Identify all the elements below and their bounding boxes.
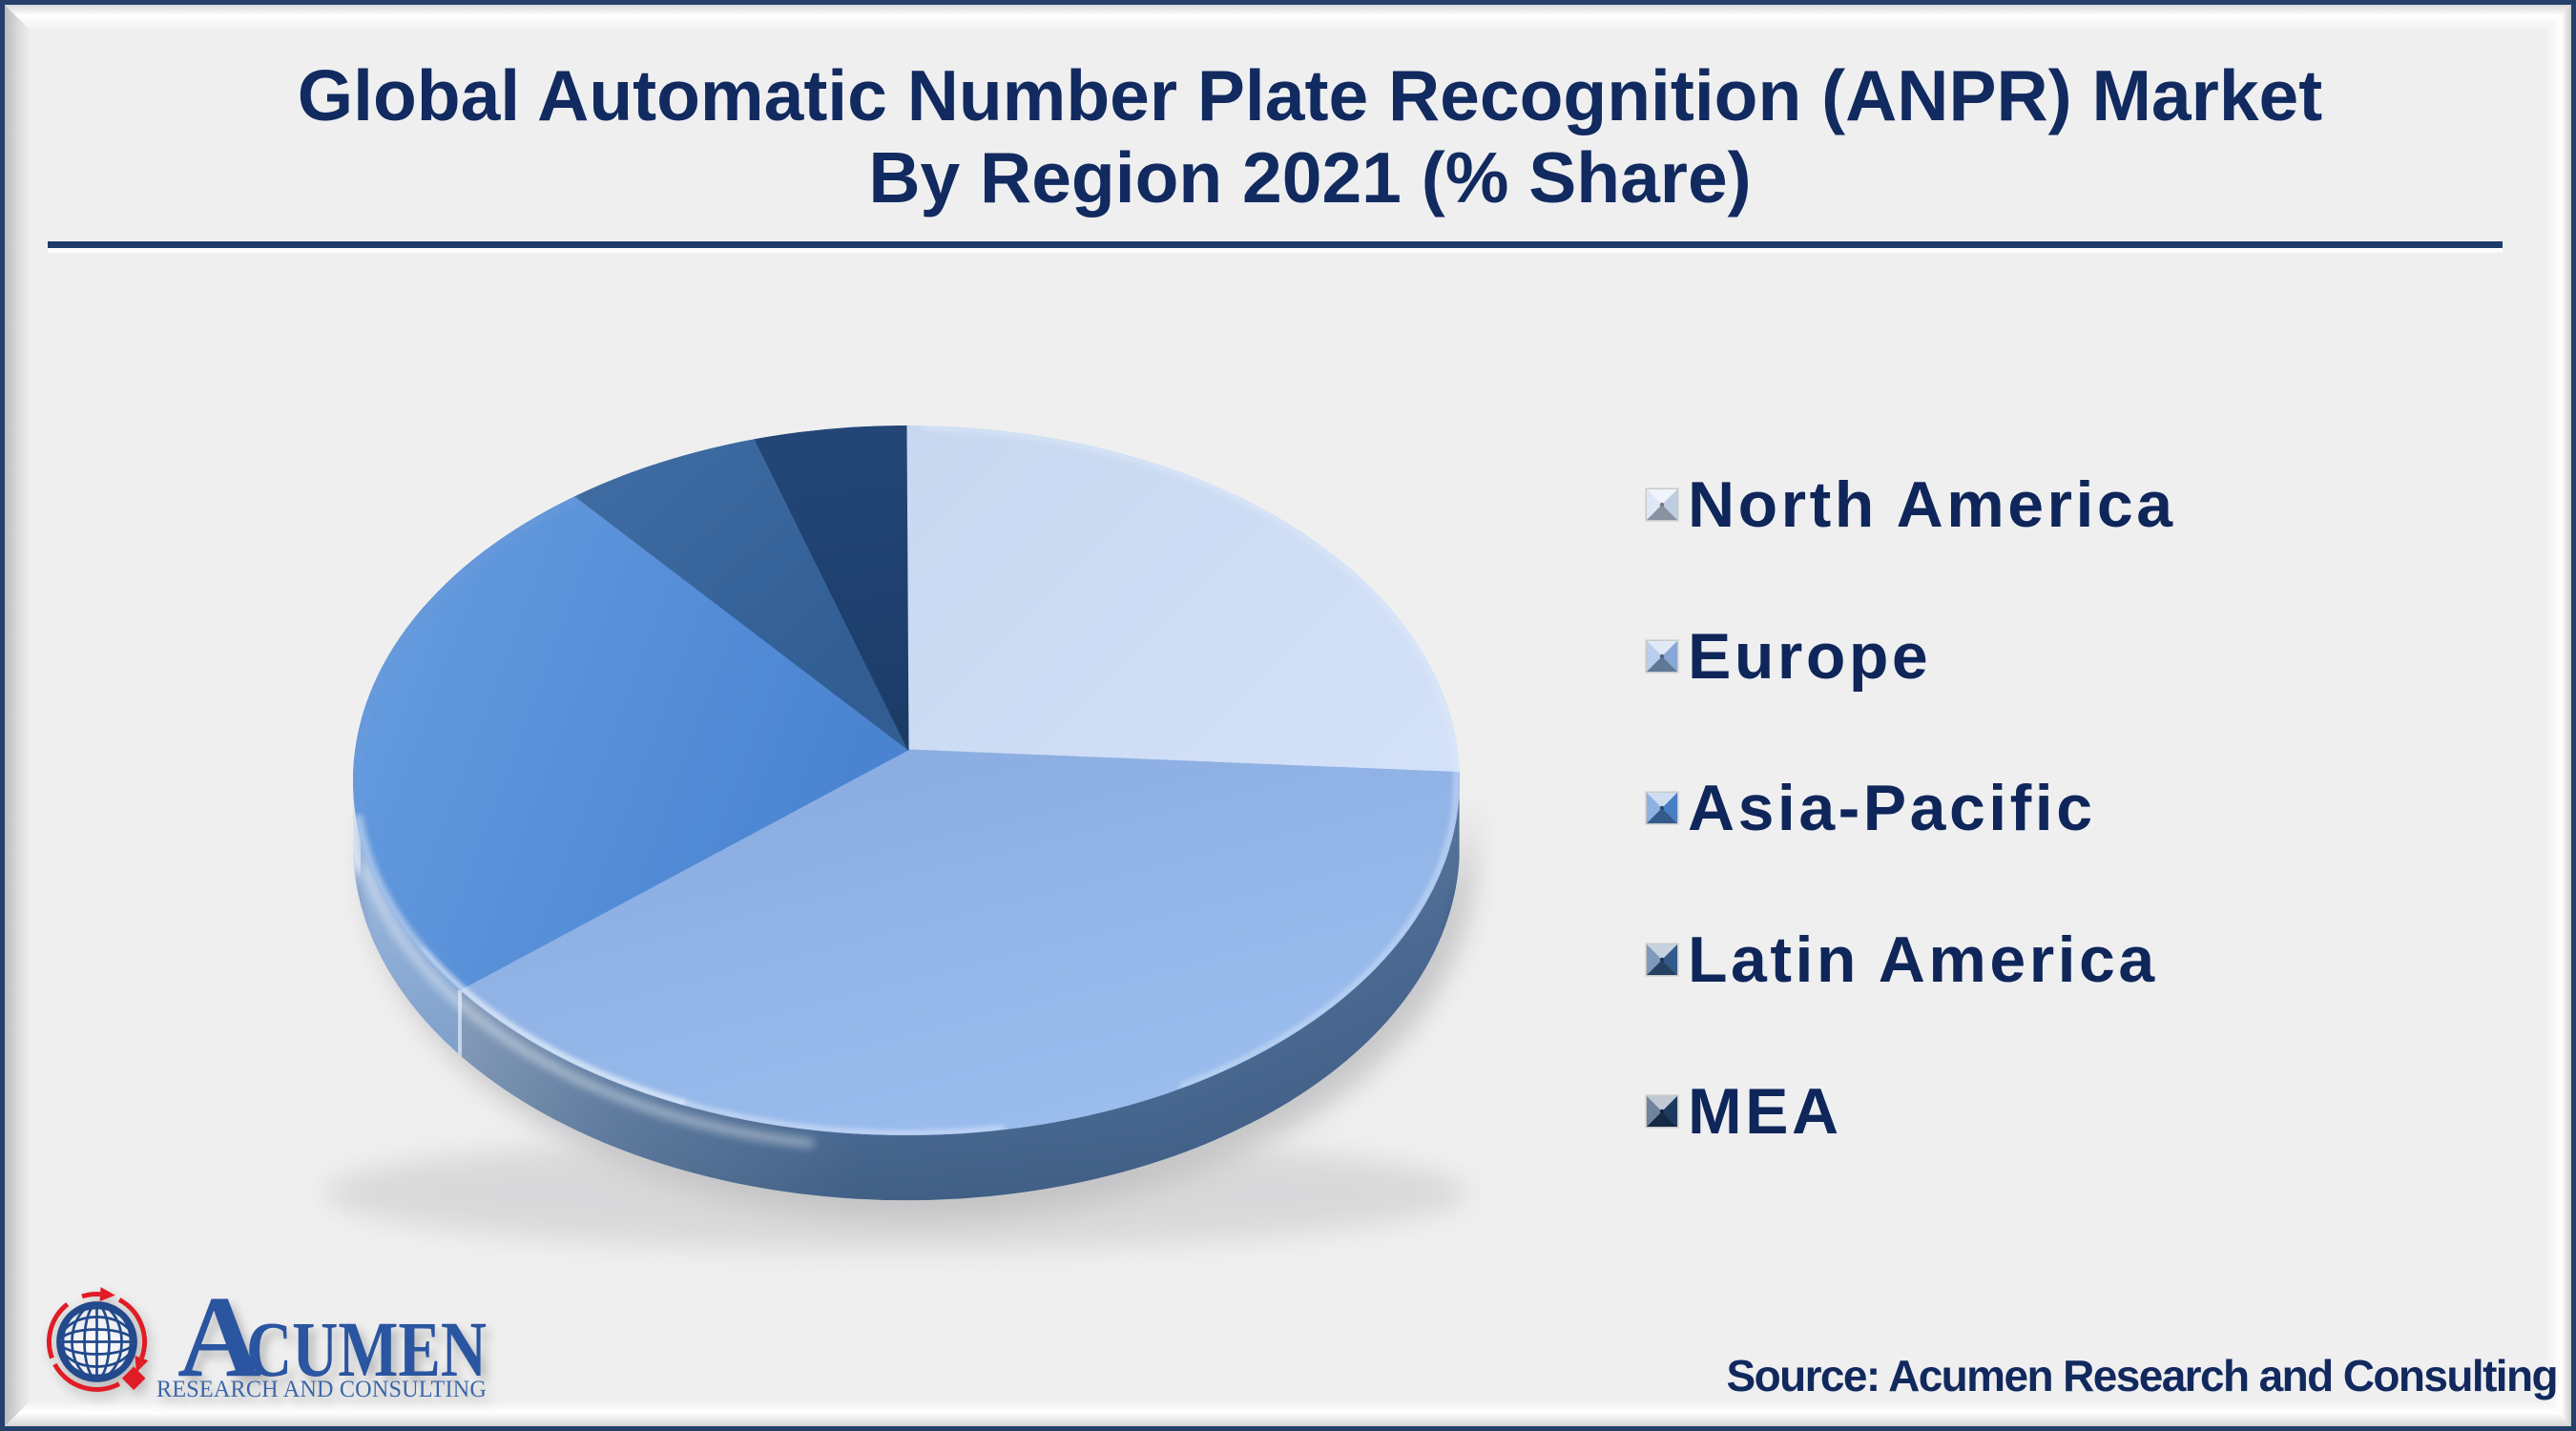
svg-text:MEA: MEA xyxy=(1688,1075,1842,1148)
svg-text:Europe: Europe xyxy=(1688,620,1931,693)
svg-text:Latin America: Latin America xyxy=(1688,923,2158,996)
svg-text:By Region 2021 (% Share): By Region 2021 (% Share) xyxy=(868,137,1751,218)
svg-text:RESEARCH AND CONSULTING: RESEARCH AND CONSULTING xyxy=(156,1377,487,1402)
svg-text:Global Automatic Number Plate: Global Automatic Number Plate Recognitio… xyxy=(298,55,2322,135)
svg-text:CUMEN: CUMEN xyxy=(246,1305,487,1393)
svg-text:Source: Acumen Research and Co: Source: Acumen Research and Consulting xyxy=(1727,1351,2557,1400)
svg-text:A: A xyxy=(177,1273,261,1401)
svg-text:North America: North America xyxy=(1688,468,2176,541)
svg-text:Asia-Pacific: Asia-Pacific xyxy=(1688,772,2096,844)
